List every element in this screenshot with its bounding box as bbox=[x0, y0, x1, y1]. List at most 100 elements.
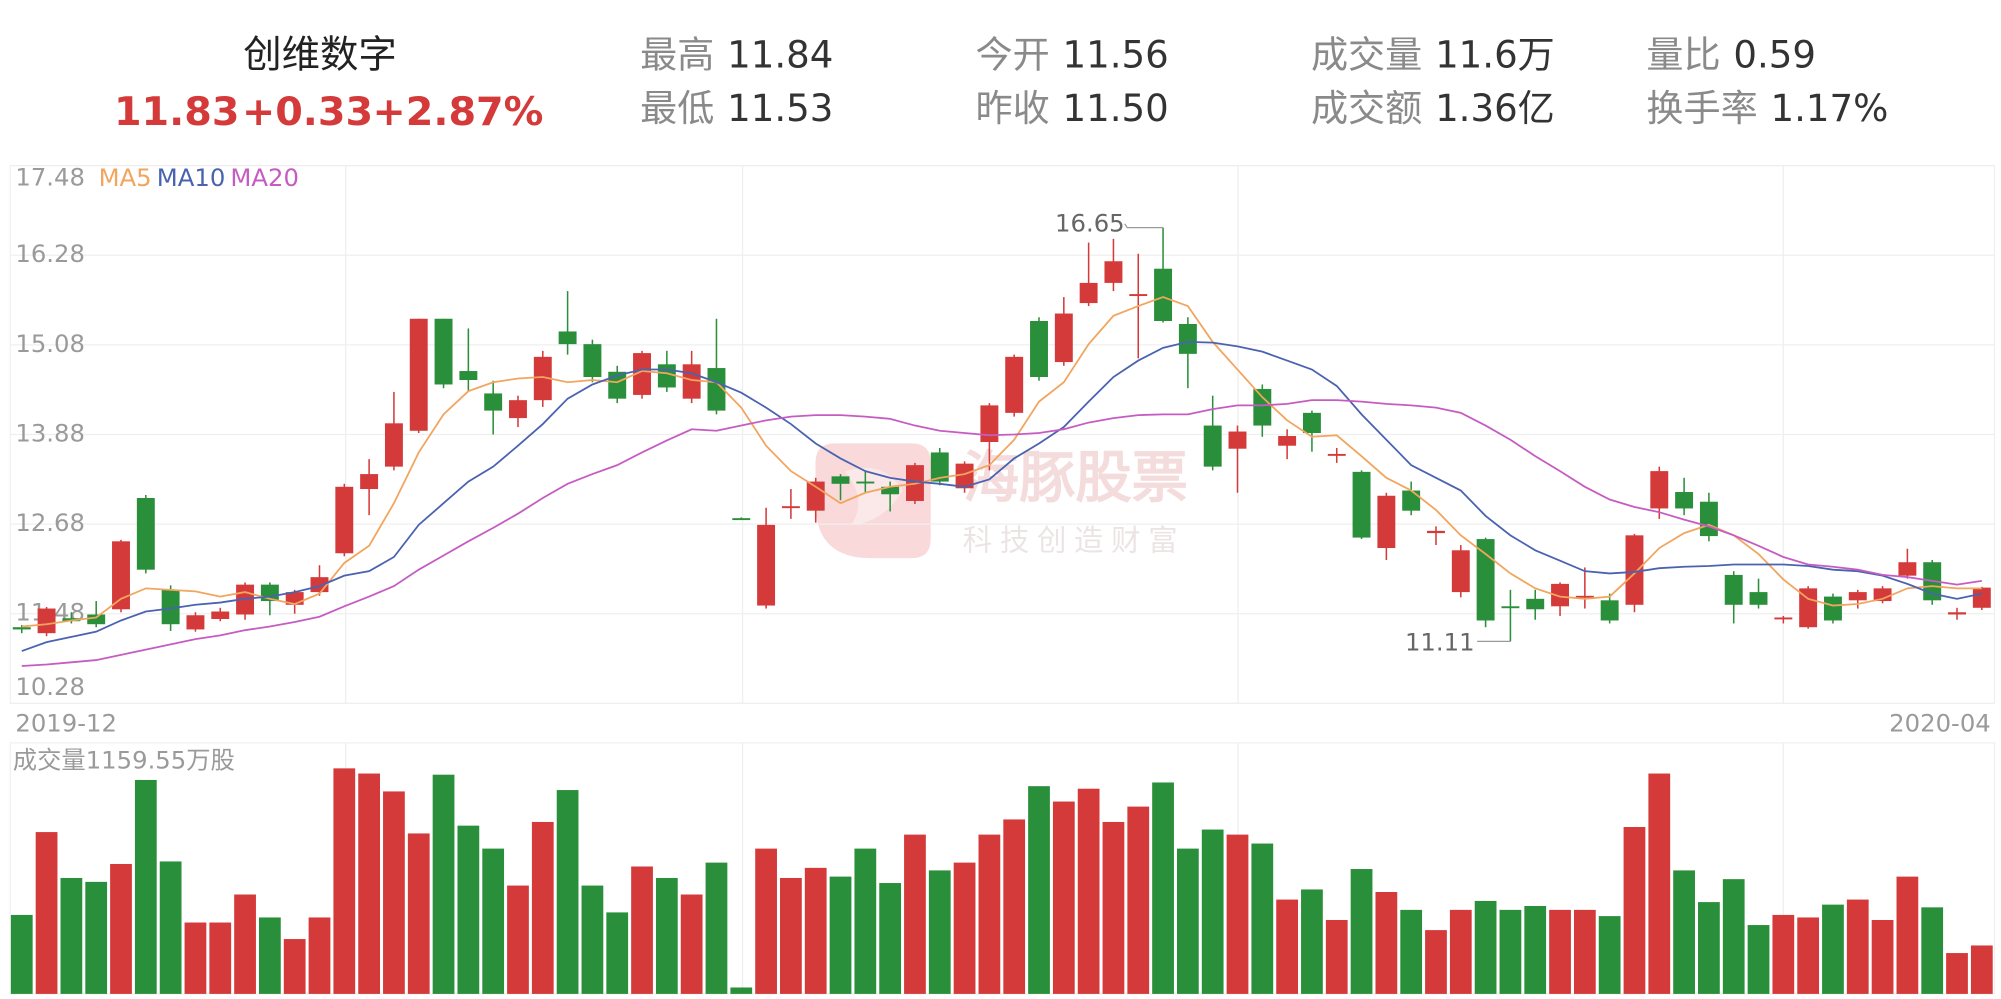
volume-bar bbox=[1573, 909, 1596, 994]
candle-body bbox=[1352, 471, 1371, 538]
candle-body bbox=[583, 344, 602, 378]
candle-body bbox=[1600, 600, 1619, 621]
stat-label: 最高 bbox=[640, 34, 714, 77]
candle-body bbox=[484, 393, 503, 411]
candle-body bbox=[12, 627, 31, 630]
candle-body bbox=[732, 518, 751, 521]
candle-body bbox=[211, 611, 230, 619]
candle-body bbox=[409, 318, 428, 431]
volume-bar bbox=[953, 862, 976, 994]
ma-line bbox=[21, 399, 1982, 667]
candle-body bbox=[558, 331, 577, 345]
high-leader bbox=[1124, 223, 1164, 229]
candle-body bbox=[1898, 562, 1917, 576]
volume-bar bbox=[482, 848, 505, 994]
volume-bar bbox=[1449, 909, 1472, 994]
stock-name: 创维数字 bbox=[243, 33, 397, 78]
volume-bar bbox=[1176, 848, 1199, 994]
volume-bar bbox=[730, 987, 753, 994]
candle-body bbox=[1501, 606, 1520, 609]
candle-body bbox=[1427, 530, 1445, 534]
volume-bar bbox=[234, 894, 256, 994]
volume-frame bbox=[9, 742, 1996, 995]
stat-value: 1.36亿 bbox=[1435, 87, 1555, 130]
stat-value: 11.84 bbox=[727, 34, 833, 77]
volume-bar bbox=[1970, 945, 1993, 994]
volume-bar bbox=[1425, 930, 1447, 994]
volume-bar bbox=[928, 870, 951, 994]
volume-bar bbox=[631, 866, 653, 994]
volume-bar bbox=[1077, 788, 1100, 994]
volume-bar bbox=[1052, 801, 1075, 994]
candle-body bbox=[881, 486, 900, 495]
candle-body bbox=[682, 364, 701, 399]
volume-bar bbox=[755, 848, 777, 994]
volume-bar bbox=[680, 894, 703, 994]
x-start-label: 2019-12 bbox=[15, 708, 117, 737]
volume-bar bbox=[184, 922, 207, 994]
y-tick-label: 15.08 bbox=[15, 329, 85, 358]
stat-label: 昨收 bbox=[976, 87, 1050, 130]
volume-bar bbox=[1822, 904, 1844, 994]
candle-body bbox=[1154, 268, 1173, 321]
stat-label: 最低 bbox=[640, 87, 714, 130]
volume-bar bbox=[705, 862, 728, 994]
candle-body bbox=[1178, 323, 1197, 354]
candle-body bbox=[1030, 320, 1048, 378]
ma-line bbox=[21, 296, 1982, 628]
volume-bar bbox=[1722, 879, 1745, 994]
candle-body bbox=[633, 353, 651, 395]
watermark: 海豚股票 科技创造财富 bbox=[815, 443, 1188, 559]
candle-body bbox=[161, 589, 180, 625]
volume-bar bbox=[1698, 902, 1720, 994]
candle-body bbox=[335, 486, 354, 554]
stat-value: 0.59 bbox=[1733, 34, 1816, 77]
candle-body bbox=[1749, 592, 1768, 605]
volume-bar bbox=[1226, 834, 1249, 994]
legend-entry: MA20 bbox=[230, 163, 299, 192]
candle-body bbox=[1278, 436, 1297, 446]
volume-bar bbox=[85, 881, 108, 994]
candle-body bbox=[1724, 574, 1743, 605]
volume-bar bbox=[35, 832, 58, 994]
candle-body bbox=[1228, 431, 1247, 449]
volume-bar bbox=[655, 877, 678, 994]
volume-bar bbox=[1648, 773, 1671, 994]
ma-line bbox=[21, 341, 1983, 652]
stat: 成交量 11.6万 bbox=[1311, 34, 1555, 77]
y-tick-label: 16.28 bbox=[15, 239, 85, 268]
x-end-label: 2020-04 bbox=[1889, 708, 1991, 737]
y-tick-label: 12.68 bbox=[15, 508, 85, 537]
stat-label: 成交量 bbox=[1311, 34, 1422, 77]
stat-label: 成交额 bbox=[1311, 87, 1422, 130]
stat-label: 换手率 bbox=[1646, 87, 1757, 130]
volume-bar bbox=[1846, 899, 1869, 994]
candle-body bbox=[1848, 592, 1867, 601]
volume-bar bbox=[1524, 905, 1547, 994]
candle-body bbox=[1377, 495, 1396, 549]
change-pct: +2.87% bbox=[373, 89, 544, 135]
candle-body bbox=[384, 423, 403, 467]
candle-body bbox=[1476, 539, 1495, 621]
volume-bar bbox=[1871, 919, 1894, 994]
candle-body bbox=[1948, 612, 1966, 615]
volume-bar bbox=[10, 914, 33, 994]
stat-label: 今开 bbox=[976, 34, 1050, 77]
stat-value: 11.50 bbox=[1063, 87, 1169, 130]
stat-value: 11.56 bbox=[1063, 34, 1169, 77]
high-label: 16.65 bbox=[1055, 209, 1125, 238]
candle-body bbox=[459, 371, 478, 380]
volume-label: 成交量1159.55万股 bbox=[13, 745, 235, 774]
volume-bar bbox=[1251, 843, 1274, 994]
volume-bar bbox=[1350, 869, 1373, 994]
candle-body bbox=[707, 368, 726, 411]
candle-body bbox=[1551, 583, 1569, 607]
change: +0.33 bbox=[242, 89, 373, 135]
volume-bar bbox=[1152, 782, 1174, 994]
volume-bar bbox=[1673, 870, 1695, 994]
candle-body bbox=[1625, 535, 1644, 605]
volume-bar bbox=[358, 773, 380, 994]
volume-bar bbox=[60, 877, 83, 994]
candle-body bbox=[856, 481, 875, 484]
legend-entry: MA5 bbox=[99, 163, 152, 192]
